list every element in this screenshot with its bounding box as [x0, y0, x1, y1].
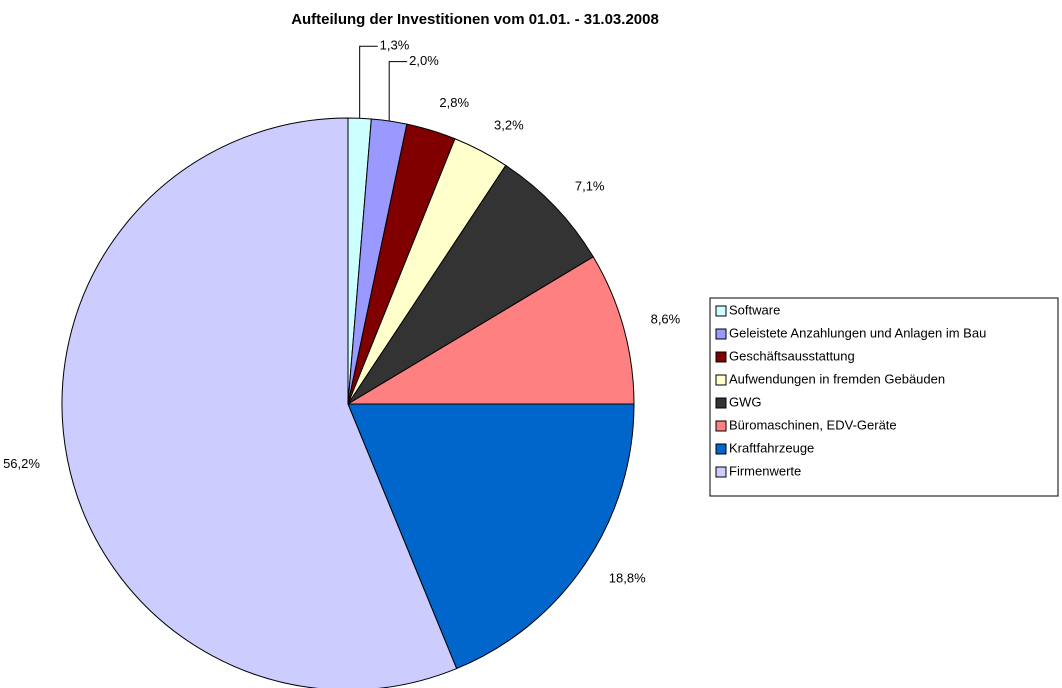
legend-swatch — [715, 443, 727, 455]
data-label: 56,2% — [3, 456, 40, 471]
data-label: 18,8% — [609, 570, 646, 585]
legend-swatch — [715, 328, 727, 340]
data-label: 3,2% — [494, 117, 524, 132]
legend-swatch — [715, 420, 727, 432]
legend-label: Firmenwerte — [729, 463, 801, 478]
data-label: 2,8% — [439, 95, 469, 110]
pie-slice — [61, 117, 458, 688]
legend-label: Büromaschinen, EDV-Geräte — [729, 417, 897, 432]
legend-label: Geschäftsausstattung — [729, 348, 855, 363]
legend-swatch — [715, 466, 727, 478]
pie-slice — [346, 256, 635, 405]
legend-swatch — [715, 397, 727, 409]
leader-line — [359, 45, 378, 119]
pie-slice — [347, 403, 635, 670]
legend-label: GWG — [729, 394, 762, 409]
pie-slice — [347, 164, 594, 405]
legend-label: Aufwendungen in fremden Gebäuden — [729, 371, 945, 386]
data-label: 7,1% — [575, 178, 605, 193]
data-label: 1,3% — [380, 38, 410, 53]
data-label: 2,0% — [409, 53, 439, 68]
legend-swatch — [715, 351, 727, 363]
legend-swatch — [715, 374, 727, 386]
legend-box — [709, 297, 1059, 497]
legend-label: Software — [729, 302, 780, 317]
legend-label: Geleistete Anzahlungen und Anlagen im Ba… — [729, 325, 986, 340]
legend-swatch — [715, 305, 727, 317]
leader-line — [388, 61, 408, 121]
data-label: 8,6% — [651, 312, 681, 327]
chart-title: Aufteilung der Investitionen vom 01.01. … — [291, 11, 659, 28]
legend-label: Kraftfahrzeuge — [729, 440, 814, 455]
